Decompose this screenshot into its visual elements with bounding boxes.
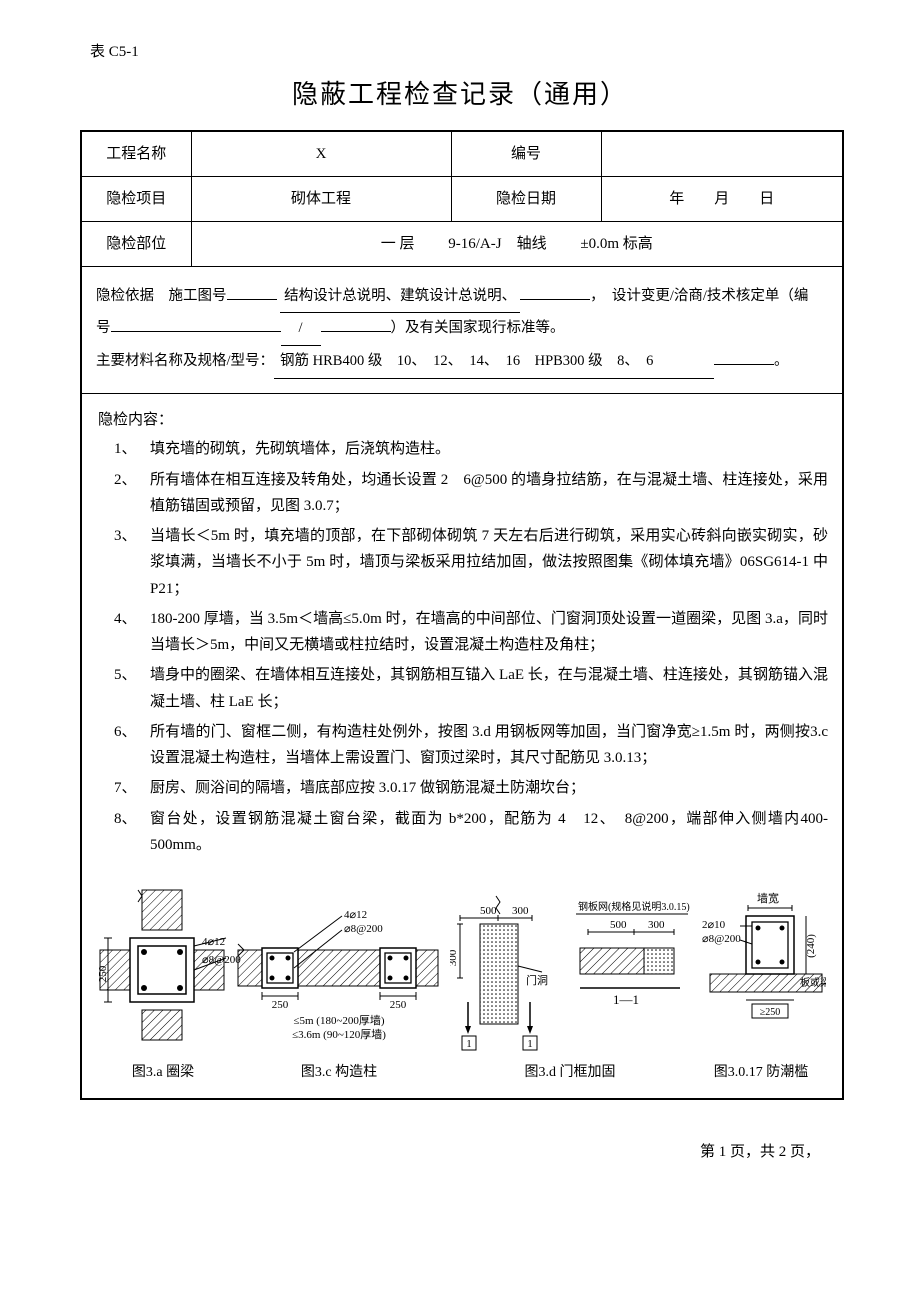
item-num: 6、 xyxy=(114,719,137,745)
svg-text:≤5m (180~200厚墙): ≤5m (180~200厚墙) xyxy=(293,1013,384,1027)
list-item: 8、窗台处，设置钢筋混凝土窗台梁，截面为 b*200，配筋为 4 12、 8@2… xyxy=(150,806,828,859)
main-table: 工程名称 X 编号 隐检项目 砌体工程 隐检日期 年 月 日 隐检部位 一 层 … xyxy=(80,130,844,1101)
list-item: 1、填充墙的砌筑，先砌筑墙体，后浇筑构造柱。 xyxy=(150,436,828,462)
label-project: 工程名称 xyxy=(81,131,191,177)
label-number: 编号 xyxy=(451,131,601,177)
blank-2 xyxy=(520,299,590,300)
item-text: 所有墙体在相互连接及转角处，均通长设置 2 6@500 的墙身拉结筋，在与混凝土… xyxy=(150,472,828,514)
basis-block: 隐检依据 施工图号 结构设计总说明、建筑设计总说明、 ， 设计变更/洽商/技术核定… xyxy=(81,266,843,394)
diagram-3d-caption: 图3.d 门框加固 xyxy=(525,1062,616,1084)
item-num: 2、 xyxy=(114,467,137,493)
basis-l1-pre: 隐检依据 施工图号 xyxy=(96,288,227,304)
svg-text:钢板网(规格见说明3.0.15): 钢板网(规格见说明3.0.15) xyxy=(578,900,690,913)
basis-l2-pre: 号 xyxy=(96,320,111,336)
item-text: 所有墙的门、窗框二侧，有构造柱处例外，按图 3.d 用钢板网等加固，当门窗净宽≥… xyxy=(150,724,828,766)
item-list: 1、填充墙的砌筑，先砌筑墙体，后浇筑构造柱。 2、所有墙体在相互连接及转角处，均… xyxy=(96,436,828,858)
basis-l1-post: ， 设计变更/洽商/技术核定单（编 xyxy=(590,288,808,304)
diagram-3a-svg: 250 xyxy=(98,888,228,1058)
list-item: 2、所有墙体在相互连接及转角处，均通长设置 2 6@500 的墙身拉结筋，在与混… xyxy=(150,467,828,520)
diagram-3d: 500 300 300 门洞 xyxy=(450,888,690,1084)
value-date: 年 月 日 xyxy=(601,176,843,221)
diagram-3017-svg: 墙宽 2⌀10 ⌀8@200 xyxy=(696,888,826,1058)
value-project: X xyxy=(191,131,451,177)
item-num: 3、 xyxy=(114,523,137,549)
item-num: 1、 xyxy=(114,436,137,462)
content-title: 隐检内容： xyxy=(98,408,828,432)
diagram-3017-caption: 图3.0.17 防潮槛 xyxy=(714,1062,809,1084)
item-text: 180-200 厚墙，当 3.5m＜墙高≤5.0m 时，在墙高的中间部位、门窗洞… xyxy=(150,611,828,653)
loc-elev: ±0.0m 标高 xyxy=(580,236,652,252)
dia-a-bar2: ⌀8@200 xyxy=(202,952,241,970)
basis-l2-mid: / xyxy=(281,313,321,346)
diagram-3a: 250 4⌀12 ⌀8@200 图3.a 圈梁 xyxy=(98,888,228,1084)
basis-l2-post: ）及有关国家现行标准等。 xyxy=(391,320,565,336)
label-date: 隐检日期 xyxy=(451,176,601,221)
svg-text:1: 1 xyxy=(527,1038,533,1050)
diagram-3c: 250 250 ≤5m (180~200厚墙) ≤3.6m (90~120厚墙)… xyxy=(234,888,444,1084)
basis-l1-mid: 结构设计总说明、建筑设计总说明、 xyxy=(280,281,520,314)
value-item: 砌体工程 xyxy=(191,176,451,221)
dia-a-bar1: 4⌀12 xyxy=(202,934,225,952)
svg-text:≤3.6m (90~120厚墙): ≤3.6m (90~120厚墙) xyxy=(292,1027,386,1041)
loc-axis: 9-16/A-J 轴线 xyxy=(448,236,546,252)
item-num: 8、 xyxy=(114,806,137,832)
svg-text:1—1: 1—1 xyxy=(613,992,639,1007)
diagram-3c-svg: 250 250 ≤5m (180~200厚墙) ≤3.6m (90~120厚墙)… xyxy=(234,888,444,1058)
form-code: 表 C5-1 xyxy=(90,40,840,64)
svg-text:250: 250 xyxy=(98,965,109,982)
svg-text:300: 300 xyxy=(450,949,459,966)
loc-floor: 一 层 xyxy=(381,236,415,252)
svg-text:250: 250 xyxy=(272,999,289,1011)
blank-3 xyxy=(111,331,281,332)
item-text: 窗台处，设置钢筋混凝土窗台梁，截面为 b*200，配筋为 4 12、 8@200… xyxy=(150,811,828,853)
list-item: 6、所有墙的门、窗框二侧，有构造柱处例外，按图 3.d 用钢板网等加固，当门窗净… xyxy=(150,719,828,772)
material-pre: 主要材料名称及规格/型号： xyxy=(96,353,274,369)
item-num: 4、 xyxy=(114,606,137,632)
diagram-row: 250 4⌀12 ⌀8@200 图3.a 圈梁 xyxy=(96,888,828,1084)
svg-text:4⌀12: 4⌀12 xyxy=(344,909,367,921)
item-text: 厨房、厕浴间的隔墙，墙底部应按 3.0.17 做钢筋混凝土防潮坎台； xyxy=(150,780,585,796)
svg-text:1: 1 xyxy=(466,1038,472,1050)
label-location: 隐检部位 xyxy=(81,221,191,266)
diagram-3d-svg: 500 300 300 门洞 xyxy=(450,888,690,1058)
item-text: 填充墙的砌筑，先砌筑墙体，后浇筑构造柱。 xyxy=(150,441,450,457)
item-num: 5、 xyxy=(114,662,137,688)
svg-text:板或梁: 板或梁 xyxy=(800,976,826,989)
svg-text:(240): (240) xyxy=(805,934,817,958)
svg-text:墙宽: 墙宽 xyxy=(757,891,779,905)
svg-text:⌀8@200: ⌀8@200 xyxy=(702,933,741,945)
value-number xyxy=(601,131,843,177)
label-item: 隐检项目 xyxy=(81,176,191,221)
page-footer: 第 1 页，共 2 页， xyxy=(80,1140,840,1164)
item-text: 当墙长＜5m 时，填充墙的顶部，在下部砌体砌筑 7 天左右后进行砌筑，采用实心砖… xyxy=(150,528,828,597)
svg-text:500: 500 xyxy=(480,905,497,917)
diagram-3a-caption: 图3.a 圈梁 xyxy=(132,1062,194,1084)
diagram-3c-caption: 图3.c 构造柱 xyxy=(301,1062,377,1084)
svg-text:门洞: 门洞 xyxy=(526,973,548,987)
diagram-3017: 墙宽 2⌀10 ⌀8@200 xyxy=(696,888,826,1084)
value-location: 一 层 9-16/A-J 轴线 ±0.0m 标高 xyxy=(191,221,843,266)
svg-text:250: 250 xyxy=(390,999,407,1011)
list-item: 7、厨房、厕浴间的隔墙，墙底部应按 3.0.17 做钢筋混凝土防潮坎台； xyxy=(150,775,828,801)
blank-1 xyxy=(227,299,277,300)
content-block: 隐检内容： 1、填充墙的砌筑，先砌筑墙体，后浇筑构造柱。 2、所有墙体在相互连接… xyxy=(81,394,843,1100)
svg-text:500: 500 xyxy=(610,919,627,931)
list-item: 5、墙身中的圈梁、在墙体相互连接处，其钢筋相互锚入 LaE 长，在与混凝土墙、柱… xyxy=(150,662,828,715)
svg-text:≥250: ≥250 xyxy=(760,1007,781,1018)
material-end: 。 xyxy=(774,353,789,369)
list-item: 4、180-200 厚墙，当 3.5m＜墙高≤5.0m 时，在墙高的中间部位、门… xyxy=(150,606,828,659)
svg-text:⌀8@200: ⌀8@200 xyxy=(344,923,383,935)
material-val: 钢筋 HRB400 级 10、 12、 14、 16 HPB300 级 8、 6 xyxy=(274,346,714,379)
blank-5 xyxy=(714,364,774,365)
list-item: 3、当墙长＜5m 时，填充墙的顶部，在下部砌体砌筑 7 天左右后进行砌筑，采用实… xyxy=(150,523,828,602)
svg-text:300: 300 xyxy=(648,919,665,931)
page-title: 隐蔽工程检查记录（通用） xyxy=(80,74,840,116)
item-text: 墙身中的圈梁、在墙体相互连接处，其钢筋相互锚入 LaE 长，在与混凝土墙、柱连接… xyxy=(150,667,828,709)
svg-text:2⌀10: 2⌀10 xyxy=(702,919,726,931)
blank-4 xyxy=(321,331,391,332)
svg-text:300: 300 xyxy=(512,905,529,917)
item-num: 7、 xyxy=(114,775,137,801)
